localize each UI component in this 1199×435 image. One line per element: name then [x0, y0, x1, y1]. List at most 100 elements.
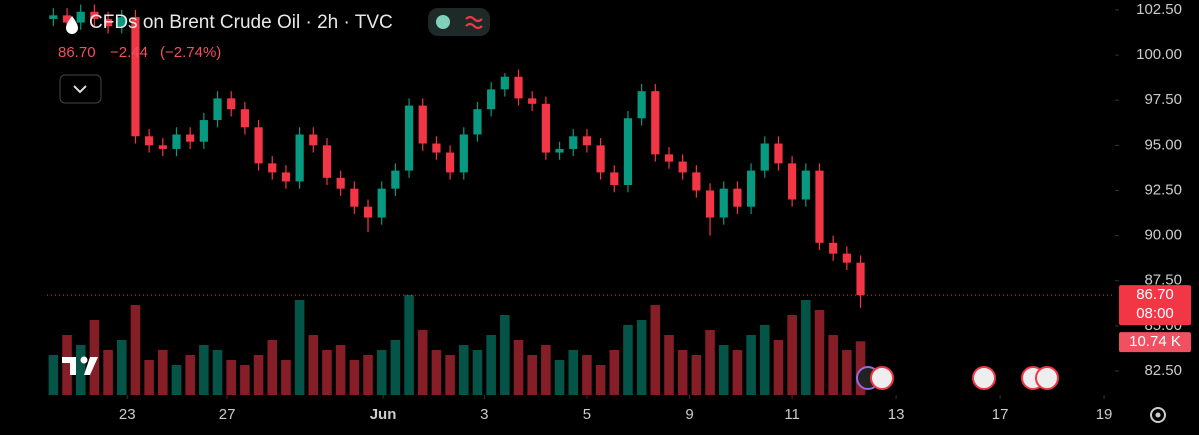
event-icon[interactable] — [972, 366, 996, 390]
candle-body — [733, 188, 742, 207]
market-open-dot — [436, 15, 450, 29]
candle-body — [774, 143, 783, 164]
candle-body — [336, 177, 345, 189]
volume-bar — [417, 330, 428, 395]
plot-area — [47, 4, 1115, 395]
y-tick-label: 90.00 — [1144, 227, 1182, 244]
candle-body — [746, 170, 756, 207]
y-tick-label: 102.50 — [1136, 1, 1182, 18]
candle-body — [678, 161, 687, 173]
x-tick-label: 5 — [583, 406, 591, 423]
volume-bar — [609, 350, 620, 395]
volume-bar — [62, 335, 72, 395]
volume-bar — [787, 315, 797, 395]
candle-body — [49, 15, 58, 19]
last-volume-box — [1119, 332, 1191, 353]
x-tick-label: 27 — [219, 406, 236, 423]
volume-bar — [636, 320, 647, 395]
candle-body — [500, 76, 509, 90]
volume-bar — [664, 335, 674, 395]
volume-bar — [171, 365, 182, 395]
candle-body — [186, 134, 195, 142]
candle-body — [637, 91, 646, 119]
collapse-button[interactable] — [59, 74, 102, 104]
candle-body — [227, 98, 236, 110]
volume-bar — [363, 355, 373, 395]
x-tick-label: 11 — [784, 406, 800, 423]
event-icon[interactable] — [870, 366, 894, 390]
candle-body — [363, 206, 373, 218]
x-tick-label: 3 — [480, 406, 488, 423]
y-tick-label: 82.50 — [1144, 362, 1182, 379]
candle-body — [801, 170, 810, 200]
volume-bar — [158, 350, 168, 395]
candle-body — [418, 105, 427, 144]
settings-icon-center — [1155, 412, 1161, 418]
x-tick-label: 17 — [992, 406, 1009, 423]
volume-bar — [349, 360, 360, 395]
candle-body — [856, 262, 865, 296]
volume-bar — [677, 350, 688, 395]
candle-body — [705, 190, 715, 218]
candle-body — [62, 15, 72, 23]
volume-bar — [281, 360, 291, 395]
volume-bar — [732, 350, 743, 395]
candle-body — [569, 136, 578, 149]
candle-body — [596, 145, 605, 173]
volume-bar — [554, 360, 565, 395]
volume-bar — [130, 305, 141, 395]
volume-bar — [759, 325, 770, 395]
volume-bar — [335, 345, 346, 395]
volume-bar — [472, 350, 483, 395]
volume-bar — [48, 355, 59, 395]
candle-body — [404, 105, 414, 171]
volume-bar — [705, 330, 715, 395]
candle-body — [322, 145, 332, 178]
event-icon[interactable] — [1035, 366, 1059, 390]
oil-icon — [66, 16, 78, 34]
candle-body — [582, 136, 592, 146]
volume-bar — [116, 340, 127, 395]
volume-bar — [240, 365, 250, 395]
volume-bar — [746, 335, 756, 395]
candle-body — [692, 172, 701, 191]
candle-body — [117, 17, 126, 27]
countdown-label: 08:00 — [1136, 305, 1174, 322]
volume-bar — [568, 350, 579, 395]
last-price-box — [1119, 285, 1191, 326]
volume-bar — [855, 341, 866, 395]
volume-bar — [267, 340, 278, 395]
candle-body — [295, 134, 304, 182]
volume-bar — [308, 335, 319, 395]
event-icons — [856, 366, 1059, 390]
candle-body — [213, 98, 222, 121]
chevron-icon — [73, 85, 87, 94]
volume-bar — [294, 300, 305, 395]
volume-bar — [541, 345, 551, 395]
volume-bar — [144, 360, 154, 395]
header-change-pct: (−2.74%) — [160, 44, 221, 61]
header-change: −2.44 — [110, 44, 148, 61]
volume-bar — [828, 335, 838, 395]
volume-bar — [513, 340, 524, 395]
x-tick-label: Jun — [370, 406, 397, 423]
x-tick-label: 9 — [685, 406, 693, 423]
candle-body — [254, 127, 263, 164]
x-tick-label: 23 — [119, 406, 136, 423]
y-tick-label: 92.50 — [1144, 181, 1182, 198]
candle-body — [528, 98, 537, 104]
settings-icon[interactable] — [1150, 407, 1166, 423]
x-tick-label: 19 — [1096, 406, 1113, 423]
status-pill[interactable] — [428, 8, 490, 36]
candle-body — [240, 109, 249, 128]
candle-body — [473, 109, 482, 135]
volume-bar — [185, 355, 195, 395]
volume-bar — [75, 345, 86, 395]
volume-bar — [595, 365, 606, 395]
candle-body — [788, 163, 797, 200]
last-price-label: 86.70 — [1136, 286, 1174, 303]
volume-bar — [431, 350, 442, 395]
candle-body — [651, 91, 660, 155]
y-tick-label: 87.50 — [1144, 272, 1182, 289]
